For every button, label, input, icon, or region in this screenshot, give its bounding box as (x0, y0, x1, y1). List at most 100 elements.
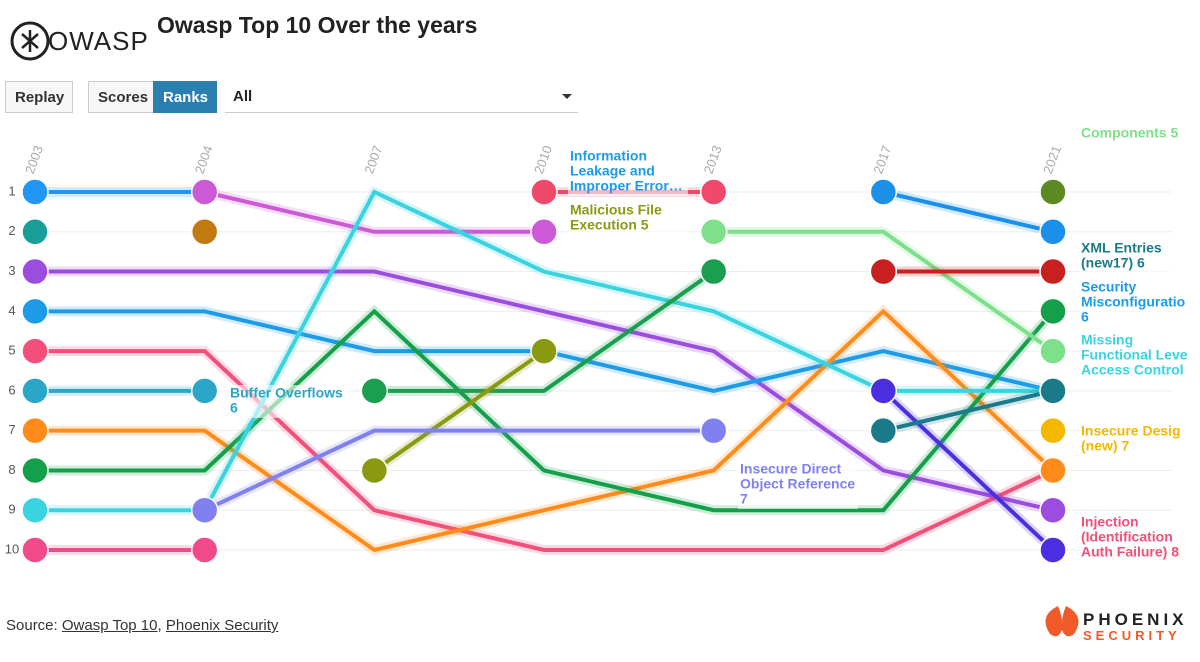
rank-dot (21, 456, 49, 485)
series-line (881, 389, 1055, 552)
annotation: Injection (1081, 514, 1139, 530)
rank-dot (21, 178, 49, 206)
logo: OWASP (48, 26, 149, 56)
brand-icon (1045, 606, 1079, 637)
annotation: Auth Failure) 8 (1081, 544, 1179, 560)
rank-dot (190, 536, 219, 564)
source: Source: Owasp Top 10, Phoenix Security (6, 617, 279, 634)
annotation: (new) 7 (1081, 438, 1129, 454)
rank-dot (1039, 416, 1067, 445)
rank-dot (21, 416, 49, 445)
annotation: Improper Error… (570, 178, 683, 194)
annotation: Access Control (1081, 362, 1184, 378)
annotation: Malicious File (570, 202, 662, 218)
annotation: Insecure Direct (740, 461, 841, 477)
rank-dot (530, 178, 558, 206)
annotation-bg (228, 385, 348, 418)
y-tick-label: 10 (5, 541, 19, 556)
x-tick-label: 2010 (531, 143, 555, 175)
rank-dot (699, 257, 728, 286)
y-tick-label: 3 (8, 263, 15, 278)
annotation: Information (570, 148, 647, 164)
annotation-bg (1079, 125, 1190, 143)
y-tick-label: 2 (8, 223, 15, 238)
y-tick-label: 7 (8, 422, 15, 437)
annotation: (new17) 6 (1081, 255, 1145, 271)
series-line (882, 388, 1054, 433)
annotation: Leakage and (570, 163, 655, 179)
rank-dot (360, 456, 389, 485)
annotation-bg (738, 461, 858, 509)
annotation-bg (568, 202, 688, 235)
annotation: Components 5 (1081, 125, 1178, 141)
logo-icon (10, 21, 50, 61)
x-tick-label: 2021 (1040, 143, 1064, 175)
rank-dot (1039, 536, 1067, 564)
annotation-bg (568, 148, 688, 196)
scores-button[interactable]: Scores (88, 81, 154, 113)
series-line (35, 308, 1055, 513)
x-tick-label: 2013 (701, 143, 725, 175)
brand-sub: SECURITY (1083, 628, 1181, 643)
rank-dot (21, 297, 49, 326)
annotation: 6 (1081, 309, 1089, 325)
rank-dot (1039, 377, 1067, 405)
rank-dot (699, 178, 728, 206)
series-glow (35, 346, 1056, 555)
annotation: 6 (230, 400, 238, 416)
rank-dot (190, 218, 219, 246)
annotation: Object Reference (740, 476, 855, 492)
filter-dropdown[interactable]: All (225, 81, 578, 113)
rank-dot (530, 218, 558, 246)
x-tick-label: 2004 (192, 143, 216, 175)
source-label: Source: (6, 617, 58, 634)
plot: 1 2 3 4 5 6 7 8 9 10 2003 2004 2007 2010 2013 2017 2021 C… (5, 125, 1190, 564)
annotation: Missing (1081, 332, 1133, 348)
source-link[interactable]: Phoenix Security (165, 617, 279, 634)
rank-dot (21, 536, 49, 564)
rank-dot (1039, 257, 1067, 286)
rank-dot (190, 377, 219, 405)
y-tick-label: 6 (8, 382, 15, 397)
annotation-bg (1079, 332, 1190, 380)
rank-dot (530, 337, 558, 365)
ranks-button[interactable]: Ranks (153, 81, 217, 113)
series-line (35, 308, 1055, 553)
y-tick-label: 9 (8, 502, 15, 517)
rank-dot (21, 496, 49, 524)
rank-dot (869, 178, 898, 206)
logo-wasp (21, 30, 39, 52)
series-line (374, 269, 715, 393)
series-line (713, 229, 1055, 353)
rank-dot (1039, 178, 1067, 206)
rank-dot (869, 377, 898, 405)
rank-dot (1039, 496, 1067, 524)
y-tick-label: 4 (8, 303, 15, 318)
annotation: Security (1081, 279, 1136, 295)
annotation-bg (1079, 423, 1190, 456)
rank-dot (360, 377, 389, 405)
rank-dot (21, 218, 49, 246)
annotation-bg (1079, 514, 1190, 562)
annotation: XML Entries (1081, 240, 1162, 256)
rank-dot (190, 496, 219, 524)
rank-dot (21, 257, 49, 286)
rank-dot (699, 416, 728, 445)
annotation: Buffer Overflows (230, 385, 343, 401)
rank-dot (699, 218, 728, 246)
brand-name: PHOENIX (1083, 610, 1188, 629)
rank-dot (1039, 218, 1067, 246)
y-tick-label: 5 (8, 343, 15, 358)
series-glow (374, 267, 717, 396)
x-tick-label: 2017 (870, 143, 894, 175)
replay-button[interactable]: Replay (5, 81, 73, 113)
rank-dot (1039, 456, 1067, 485)
source-link[interactable]: Owasp Top 10 (61, 617, 158, 634)
series-line (373, 349, 546, 473)
rank-dot (869, 416, 898, 445)
title: Owasp Top 10 Over the years (157, 12, 478, 38)
x-tick-label: 2003 (22, 143, 46, 175)
rank-dot (190, 178, 219, 206)
